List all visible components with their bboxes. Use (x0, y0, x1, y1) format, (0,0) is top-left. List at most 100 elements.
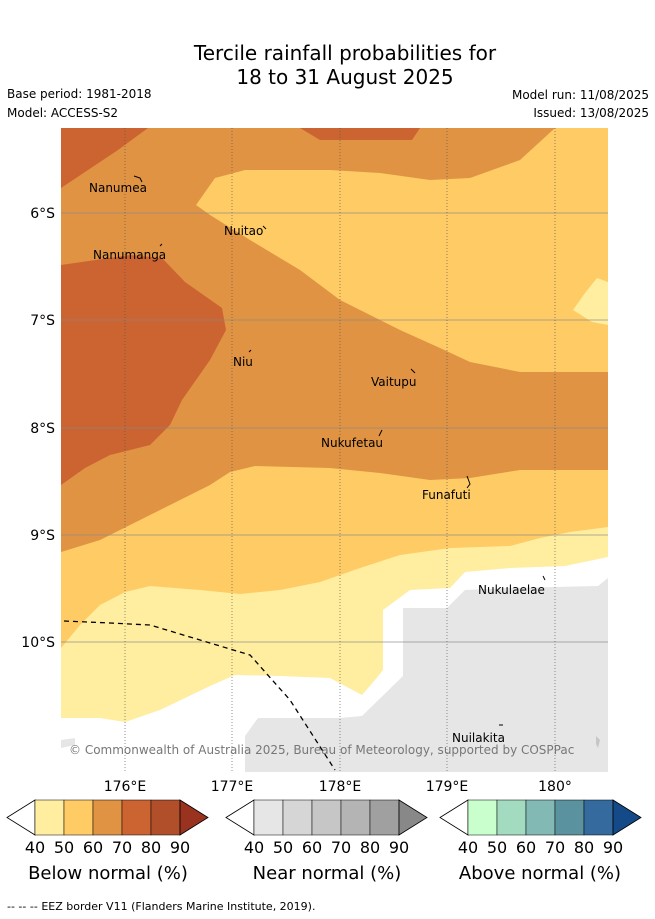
lat-label: 9°S (30, 528, 55, 544)
lon-label: 176°E (104, 779, 147, 795)
above-normal-tick-label: 60 (516, 838, 536, 857)
above-normal-tick-label: 50 (487, 838, 507, 857)
island-shape-nanumea (133, 175, 143, 183)
near-normal-tick-label: 80 (360, 838, 380, 857)
lat-label: 6°S (30, 206, 55, 222)
above-normal-segment (467, 799, 498, 836)
below-normal-tick-label: 50 (54, 838, 74, 857)
copyright-text: © Commonwealth of Australia 2025, Bureau… (69, 743, 574, 757)
island-label: Nanumanga (93, 248, 166, 262)
near-normal-40-50-left (61, 738, 75, 748)
island-shape-niu (248, 349, 252, 353)
lat-label: 8°S (30, 421, 55, 437)
above-normal-tick-label: 40 (458, 838, 478, 857)
issued-label: Issued: 13/08/2025 (533, 106, 649, 120)
above-normal-extend-high (612, 799, 642, 836)
latitude-labels: 6°S 7°S 8°S 9°S 10°S (21, 206, 55, 651)
above-normal-colorbar: 40 50 60 70 80 90 (439, 799, 642, 857)
eez-legend-symbol: -- -- -- (7, 900, 38, 913)
below-normal-extend-low (6, 799, 36, 836)
island-labels: Nanumea Nuitao Nanumanga Niu Vaitupu Nuk… (89, 181, 545, 745)
below-normal-segment (34, 799, 65, 836)
lon-label: 180° (538, 779, 572, 795)
near-normal-tick-label: 60 (302, 838, 322, 857)
near-normal-40-50 (245, 578, 608, 772)
below-normal-segment (121, 799, 152, 836)
lon-label: 178°E (319, 779, 362, 795)
eez-legend-text: EEZ border V11 (Flanders Marine Institut… (41, 900, 316, 913)
below-normal-tick-label: 90 (170, 838, 190, 857)
above-normal-segment (496, 799, 527, 836)
near-normal-segment (340, 799, 371, 836)
map-title-line1: Tercile rainfall probabilities for (193, 41, 497, 65)
near-normal-colorbar: 40 50 60 70 80 90 (225, 799, 428, 857)
below-normal-tick-label: 70 (112, 838, 132, 857)
near-normal-tick-label: 90 (389, 838, 409, 857)
eez-legend: -- -- -- EEZ border V11 (Flanders Marine… (7, 900, 315, 913)
below-normal-segment (92, 799, 123, 836)
above-normal-segment (583, 799, 614, 836)
above-normal-segment (554, 799, 585, 836)
near-normal-segment (311, 799, 342, 836)
island-label: Nukufetau (321, 436, 383, 450)
below-normal-tick-label: 80 (141, 838, 161, 857)
below-normal-segment (63, 799, 94, 836)
near-normal-tick-label: 70 (331, 838, 351, 857)
island-shape-vaitupu (410, 368, 416, 374)
map-title-line2: 18 to 31 August 2025 (236, 65, 454, 89)
near-normal-extend-low (225, 799, 255, 836)
probability-shading (61, 128, 608, 772)
above-normal-tick-label: 70 (545, 838, 565, 857)
below-normal-tick-label: 40 (25, 838, 45, 857)
island-shape-nukulaelae (542, 575, 546, 581)
island-label: Nuilakita (452, 731, 505, 745)
island-shape-nuitao (262, 225, 267, 230)
base-period-label: Base period: 1981-2018 (7, 87, 152, 101)
island-label: Niu (233, 355, 253, 369)
shade-70-80-left (61, 255, 226, 485)
near-normal-tick-label: 40 (244, 838, 264, 857)
near-normal-tick-label: 50 (273, 838, 293, 857)
lat-label: 7°S (30, 313, 55, 329)
eez-border (63, 620, 336, 771)
above-normal-tick-label: 90 (603, 838, 623, 857)
near-normal-tick-right (596, 736, 600, 748)
lon-label: 177°E (211, 779, 254, 795)
lon-label: 179°E (426, 779, 469, 795)
island-shape-nanumanga (159, 243, 163, 247)
above-normal-extend-low (439, 799, 469, 836)
near-normal-segment (282, 799, 313, 836)
island-label: Nukulaelae (478, 583, 545, 597)
shade-70-80-top-mid (300, 128, 420, 140)
longitude-labels: 176°E 177°E 178°E 179°E 180° (104, 779, 572, 795)
island-label: Vaitupu (371, 375, 417, 389)
below-normal-extend-high (179, 799, 209, 836)
above-normal-tick-label: 80 (574, 838, 594, 857)
above-normal-segment (525, 799, 556, 836)
shade-50-60-upper (196, 128, 608, 372)
colorbars: 40 50 60 70 80 90 40 50 60 70 80 90 40 50 60 70 80 90 (6, 799, 642, 857)
model-label: Model: ACCESS-S2 (7, 106, 119, 120)
latitude-gridlines (61, 212, 608, 643)
near-normal-extend-high (398, 799, 428, 836)
island-shapes (133, 175, 546, 726)
island-shape-funafuti (466, 475, 471, 489)
below-normal-title: Below normal (%) (28, 863, 188, 884)
near-normal-title: Near normal (%) (252, 863, 402, 884)
near-normal-segment (253, 799, 284, 836)
below-normal-segment (150, 799, 181, 836)
shade-70-80-top (61, 128, 148, 188)
longitude-gridlines (124, 128, 556, 772)
near-normal-segment (369, 799, 400, 836)
below-normal-tick-label: 60 (83, 838, 103, 857)
island-label: Funafuti (422, 488, 471, 502)
model-run-label: Model run: 11/08/2025 (511, 88, 649, 102)
island-shape-nukufetau (378, 429, 383, 437)
island-label: Nanumea (89, 181, 147, 195)
lat-label: 10°S (21, 635, 55, 651)
shade-40-50-right (573, 278, 608, 325)
island-label: Nuitao (224, 224, 263, 238)
above-normal-title: Above normal (%) (458, 863, 622, 884)
below-normal-colorbar: 40 50 60 70 80 90 (6, 799, 209, 857)
